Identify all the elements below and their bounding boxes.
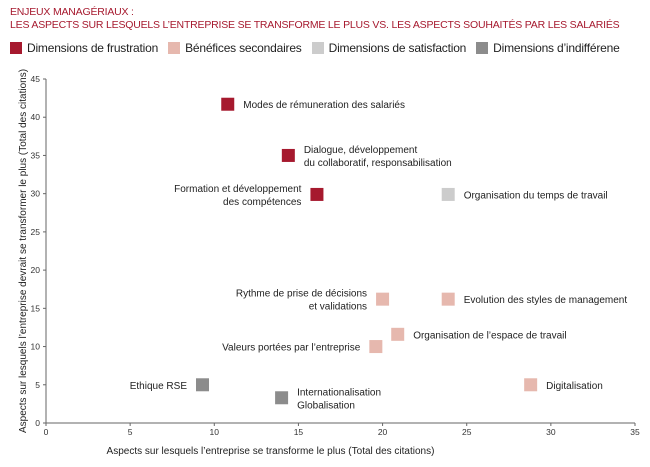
y-axis-label: Aspects sur lesquels l’entreprise devrai…: [18, 69, 29, 433]
data-point-label: Dialogue, développement: [304, 145, 418, 156]
legend-item-indifference: Dimensions d’indifférene: [476, 41, 620, 55]
data-point-marker: [376, 292, 390, 306]
x-axis-label: Aspects sur lesquels l’entreprise se tra…: [107, 446, 435, 457]
data-point-label: Digitalisation: [546, 381, 603, 392]
y-tick-label: 15: [31, 303, 41, 313]
legend-label-benefices: Bénéfices secondaires: [185, 41, 302, 55]
data-point-marker: [524, 378, 538, 392]
data-point-marker: [441, 187, 455, 201]
data-point-label: Organisation du temps de travail: [464, 190, 608, 201]
data-point-label: Organisation de l’espace de travail: [413, 330, 566, 341]
data-point-marker: [310, 187, 324, 201]
y-tick-label: 5: [35, 380, 40, 390]
data-point-label: des compétences: [223, 197, 301, 208]
data-point-label: Formation et développement: [174, 184, 302, 195]
legend-swatch-indifference: [476, 42, 489, 54]
x-tick-label: 10: [210, 427, 220, 437]
legend-item-frustration: Dimensions de frustration: [10, 41, 158, 55]
x-tick-label: 30: [546, 427, 556, 437]
data-point-marker: [275, 391, 289, 405]
x-tick-label: 15: [294, 427, 304, 437]
x-tick-label: 35: [630, 427, 640, 437]
data-point-marker: [391, 327, 405, 341]
data-point-label: du collaboratif, responsabilisation: [304, 158, 452, 169]
data-point-label: Rythme de prise de décisions: [236, 289, 367, 300]
legend-item-benefices: Bénéfices secondaires: [168, 41, 302, 55]
data-point-marker: [281, 148, 295, 162]
legend-label-indifference: Dimensions d’indifférene: [493, 41, 620, 55]
y-tick-label: 45: [31, 74, 41, 84]
legend-label-satisfaction: Dimensions de satisfaction: [328, 41, 467, 55]
data-point-label: Ethique RSE: [130, 381, 188, 392]
data-point-label: Internationalisation: [297, 387, 381, 398]
data-point-marker: [369, 340, 383, 354]
legend: Dimensions de frustration Bénéfices seco…: [10, 41, 630, 55]
x-tick-label: 0: [44, 427, 49, 437]
legend-label-frustration: Dimensions de frustration: [27, 41, 159, 55]
y-tick-label: 30: [31, 189, 41, 199]
legend-item-satisfaction: Dimensions de satisfaction: [311, 41, 467, 55]
chart-title: ENJEUX MANAGÉRIAUX :: [10, 6, 134, 18]
data-point-label: Modes de rémuneration des salariés: [243, 100, 405, 111]
x-tick-label: 25: [462, 427, 472, 437]
x-tick-label: 20: [378, 427, 388, 437]
data-point-marker: [221, 97, 235, 111]
y-tick-label: 40: [31, 112, 41, 122]
legend-swatch-benefices: [168, 42, 181, 54]
legend-swatch-satisfaction: [311, 42, 324, 54]
data-point-label: Valeurs portées par l’entreprise: [222, 343, 361, 354]
y-tick-label: 35: [31, 150, 41, 160]
y-tick-label: 10: [31, 342, 41, 352]
data-point-label: et validations: [309, 302, 367, 313]
chart-subtitle: LES ASPECTS SUR LESQUELS L’ENTREPRISE SE…: [10, 19, 620, 31]
data-point-label: Globalisation: [297, 400, 355, 411]
y-tick-label: 20: [31, 265, 41, 275]
y-tick-label: 0: [35, 418, 40, 428]
legend-swatch-frustration: [10, 42, 22, 54]
data-point-label: Evolution des styles de management: [464, 295, 628, 306]
y-tick-label: 25: [31, 227, 41, 237]
data-point-marker: [196, 378, 210, 392]
data-point-marker: [441, 292, 455, 306]
x-tick-label: 5: [128, 427, 133, 437]
